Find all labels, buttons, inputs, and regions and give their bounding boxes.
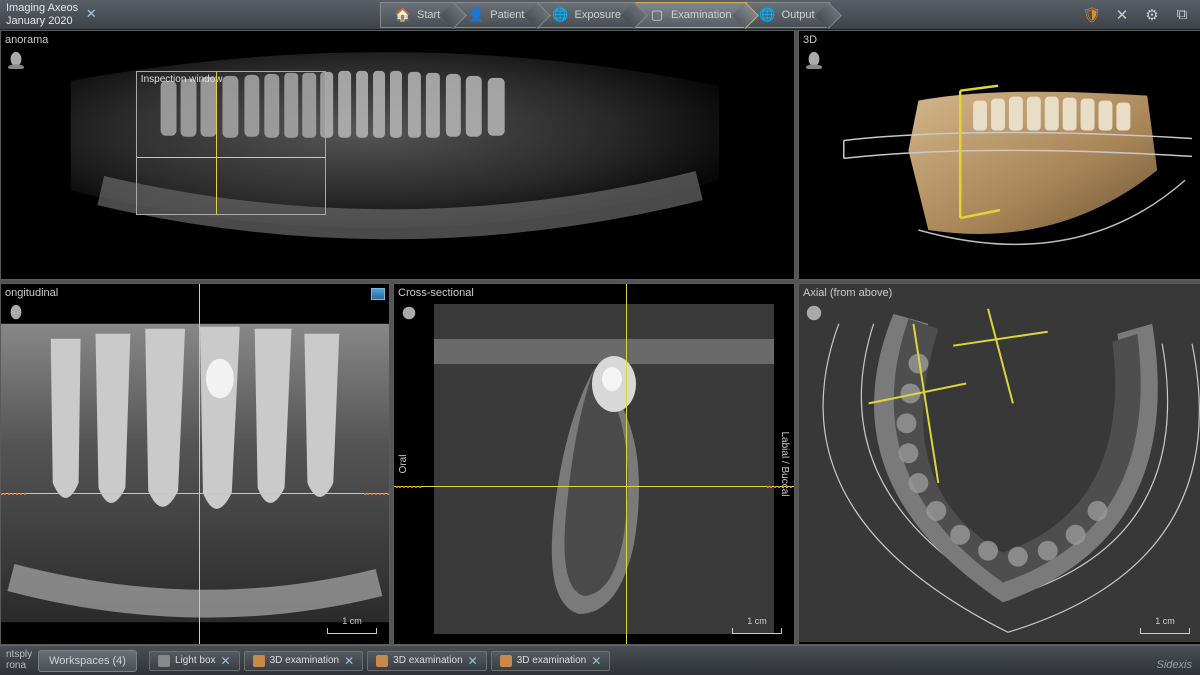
ws-tab-label: 3D examination	[270, 655, 339, 666]
scale-bar: 1 cm	[1140, 616, 1190, 634]
ws-tab-icon	[253, 655, 265, 667]
longitudinal-marker-right	[364, 493, 389, 495]
topbar-tools: 🛡 ✕ ⚙ ⧉	[1082, 0, 1192, 29]
brand-right: Sidexis	[1157, 659, 1192, 671]
workspace-tabs: Light box ✕ 3D examination ✕ 3D examination ✕…	[145, 651, 610, 671]
orientation-head-icon	[805, 51, 823, 69]
topbar-title-block: Imaging Axeos January 2020 ✕	[0, 0, 130, 29]
close-icon[interactable]: ✕	[344, 654, 354, 668]
orientation-head-icon	[400, 304, 418, 322]
inspection-window[interactable]: Inspection window	[136, 71, 326, 215]
orientation-head-icon	[7, 304, 25, 322]
close-tab-icon[interactable]: ✕	[84, 8, 98, 22]
shield-icon[interactable]: 🛡	[1082, 5, 1102, 25]
panel-title-3d: 3D	[803, 34, 817, 46]
ws-tab-icon	[158, 655, 170, 667]
workspaces-button[interactable]: Workspaces (4)	[38, 650, 137, 672]
crumb-icon: 🌐	[552, 7, 568, 23]
crumb-start[interactable]: 🏠Start	[380, 2, 455, 28]
bottombar: ntsply rona Workspaces (4) Light box✕3D …	[0, 645, 1200, 675]
window-icon[interactable]: ⧉	[1172, 5, 1192, 25]
panel-axial[interactable]: Axial (from above)	[798, 283, 1200, 645]
scale-label: 1 cm	[1155, 616, 1175, 626]
panel-panorama[interactable]: anorama	[0, 30, 795, 280]
orientation-head-icon	[805, 304, 823, 322]
viewport-grid: anorama	[0, 30, 1200, 645]
axial-image	[799, 284, 1200, 642]
label-oral: Oral	[398, 455, 409, 474]
scale-bar: 1 cm	[327, 616, 377, 634]
cross-image	[394, 284, 794, 644]
close-icon[interactable]: ✕	[468, 654, 478, 668]
longitudinal-crosshair-v[interactable]	[199, 284, 200, 644]
bottom-left-split: ongitudinal	[0, 283, 795, 645]
ws-tab-icon	[500, 655, 512, 667]
crumb-icon: 👤	[468, 7, 484, 23]
panel-title-panorama: anorama	[5, 34, 48, 46]
panel-title-longitudinal: ongitudinal	[5, 287, 58, 299]
ws-tab-label: 3D examination	[517, 655, 586, 666]
inspection-crosshair-v[interactable]	[216, 72, 217, 214]
longitudinal-crosshair-h[interactable]	[1, 493, 389, 494]
panel-select-indicator[interactable]	[371, 288, 385, 300]
panel-longitudinal[interactable]: ongitudinal	[0, 283, 390, 645]
label-buccal: Labial / Buccal	[779, 431, 790, 496]
app-subtitle: January 2020	[6, 15, 78, 27]
ws-tab-label: 3D examination	[393, 655, 462, 666]
brand-left: ntsply rona	[0, 650, 32, 671]
ws-tab-icon	[376, 655, 388, 667]
gear-icon[interactable]: ⚙	[1142, 5, 1162, 25]
inspection-crosshair-h[interactable]	[137, 157, 325, 158]
longitudinal-image	[1, 284, 389, 642]
topbar: Imaging Axeos January 2020 ✕ 🏠Start👤Pati…	[0, 0, 1200, 30]
workspaces-label: Workspaces (4)	[49, 655, 126, 667]
workspace-tab[interactable]: 3D examination ✕	[491, 651, 611, 671]
workflow-breadcrumbs: 🏠Start👤Patient🌐Exposure▢Examination🌐Outp…	[380, 1, 830, 29]
cross-crosshair-v[interactable]	[626, 284, 627, 644]
workspace-tab[interactable]: 3D examination ✕	[244, 651, 364, 671]
crumb-icon: 🏠	[395, 7, 411, 23]
orientation-head-icon	[7, 51, 25, 69]
tools-icon[interactable]: ✕	[1112, 5, 1132, 25]
panel-cross-sectional[interactable]: Cross-sectional Oral Labial / Buccal	[393, 283, 795, 645]
panel-3d[interactable]: 3D	[798, 30, 1200, 280]
crumb-icon: ▢	[649, 7, 665, 23]
cross-crosshair-h[interactable]	[394, 486, 794, 487]
app-title: Imaging Axeos	[6, 2, 78, 14]
3d-render	[799, 31, 1200, 280]
longitudinal-marker-left	[1, 493, 26, 495]
ws-tab-label: Light box	[175, 655, 216, 666]
scale-bar: 1 cm	[732, 616, 782, 634]
scale-label: 1 cm	[342, 616, 362, 626]
workspace-tab[interactable]: Light box ✕	[149, 651, 240, 671]
inspection-window-label: Inspection window	[141, 74, 223, 85]
panel-title-axial: Axial (from above)	[803, 287, 892, 299]
panorama-image	[1, 31, 794, 280]
crumb-icon: 🌐	[760, 7, 776, 23]
close-icon[interactable]: ✕	[221, 654, 231, 668]
cross-marker-left	[396, 486, 421, 488]
workspace-tab[interactable]: 3D examination ✕	[367, 651, 487, 671]
scale-label: 1 cm	[747, 616, 767, 626]
panel-title-cross: Cross-sectional	[398, 287, 474, 299]
close-icon[interactable]: ✕	[591, 654, 601, 668]
